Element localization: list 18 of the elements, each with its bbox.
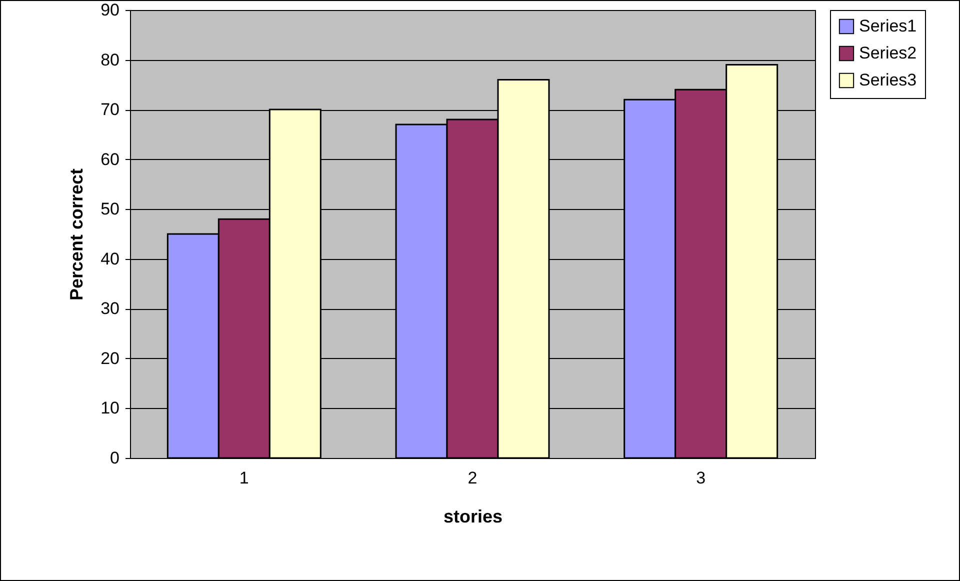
legend-label: Series2 <box>859 44 917 62</box>
y-tick-label: 60 <box>100 150 120 169</box>
y-tick-label: 10 <box>100 398 120 418</box>
y-tick-label: 80 <box>100 50 120 70</box>
x-tick-label: 1 <box>239 468 249 488</box>
legend-label: Series3 <box>859 70 917 90</box>
y-axis-title: Percent correct <box>66 168 87 301</box>
y-tick-label: 0 <box>110 448 120 468</box>
x-tick-label: 3 <box>696 468 706 488</box>
y-tick-label: 90 <box>100 0 120 20</box>
y-tick-label: 50 <box>100 200 120 219</box>
x-tick-label: 2 <box>468 468 478 488</box>
y-tick-label: 20 <box>100 348 120 368</box>
x-axis-title: stories <box>443 506 503 526</box>
y-tick-label: 30 <box>100 299 120 318</box>
y-tick-label: 70 <box>100 100 120 120</box>
legend-label: Series1 <box>859 16 917 36</box>
y-tick-label: 40 <box>100 249 120 268</box>
